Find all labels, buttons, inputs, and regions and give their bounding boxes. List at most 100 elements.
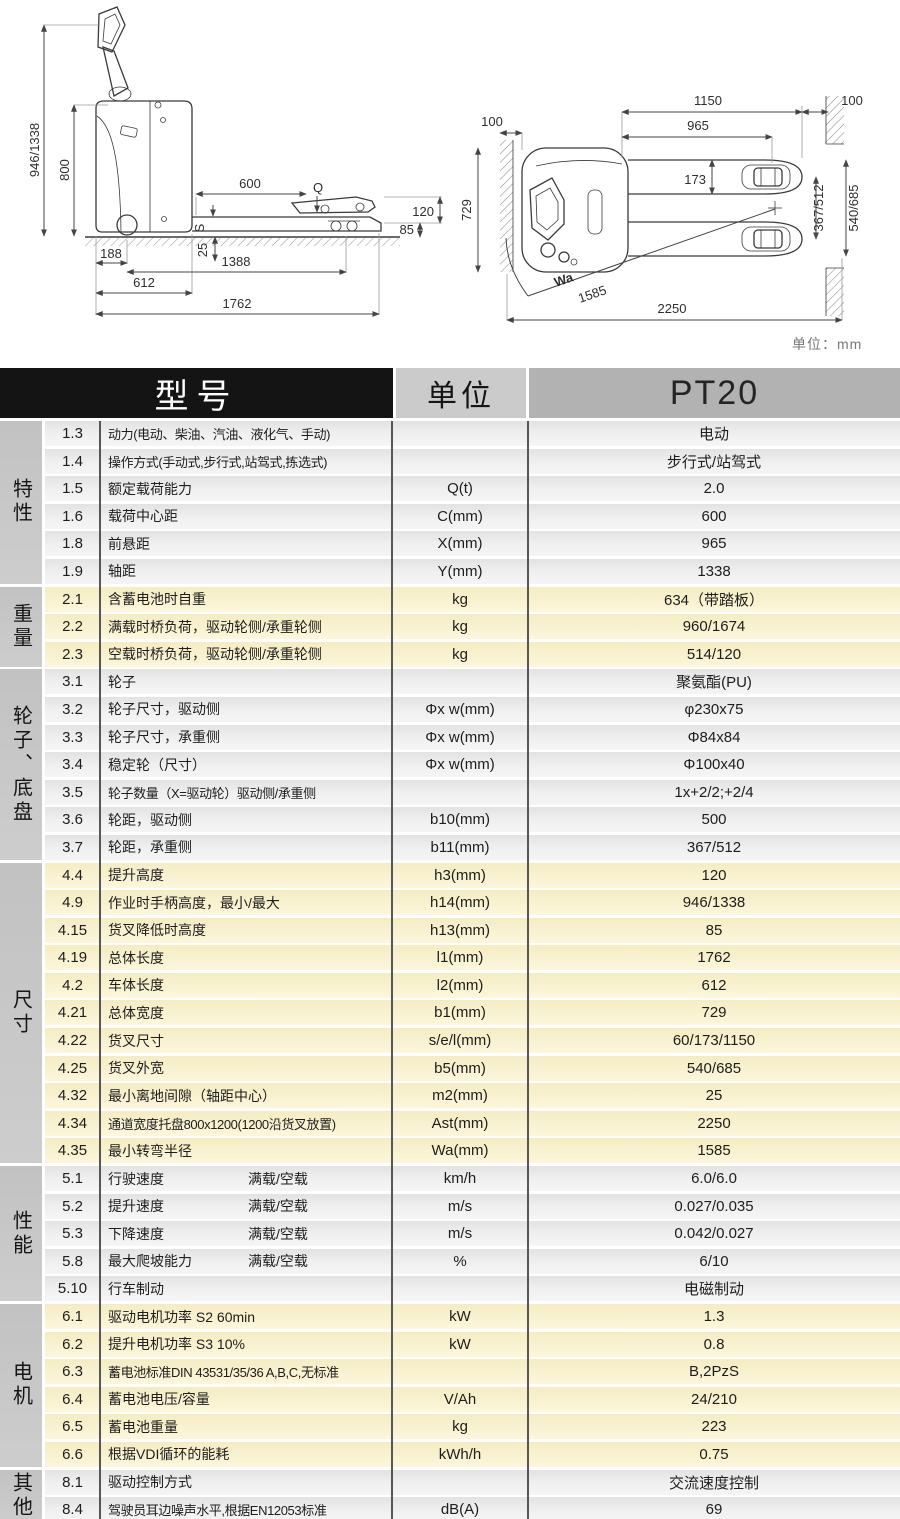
- row-value: 0.027/0.035: [528, 1193, 900, 1219]
- row-number: 3.7: [45, 834, 100, 860]
- row-unit: l1(mm): [392, 945, 528, 971]
- category-label-2: 重量: [0, 586, 45, 667]
- row-value: 1762: [528, 945, 900, 971]
- row-unit: b10(mm): [392, 807, 528, 833]
- row-value: 85: [528, 917, 900, 943]
- spec-table: 型号 单位 PT20 特性 1.3 动力(电动、柴油、汽油、液化气、手动) 电动 1.4…: [0, 368, 900, 1519]
- row-description: 提升电机功率 S3 10%: [100, 1331, 392, 1357]
- row-description: 轮子尺寸，承重侧: [100, 724, 392, 750]
- row-unit: m/s: [392, 1193, 528, 1219]
- row-unit: Φx w(mm): [392, 724, 528, 750]
- dim-load-q: Q: [313, 180, 323, 195]
- row-number: 5.1: [45, 1166, 100, 1192]
- unit-note: 单位：mm: [792, 336, 863, 352]
- row-number: 6.1: [45, 1304, 100, 1329]
- row-description: 车体长度: [100, 972, 392, 998]
- row-unit: dB(A): [392, 1497, 528, 1519]
- row-unit: b1(mm): [392, 1000, 528, 1026]
- row-unit: m/s: [392, 1221, 528, 1247]
- dim-turning-label: Wa: [552, 269, 576, 290]
- row-description: 总体宽度: [100, 1000, 392, 1026]
- dim-overall-handle-height: 946/1338: [27, 123, 42, 177]
- row-unit: Φx w(mm): [392, 696, 528, 722]
- dim-lowered-height: 85: [400, 222, 414, 237]
- column-separator: [527, 421, 529, 1519]
- dim-fork-width: 173: [684, 172, 706, 187]
- row-value: 634（带踏板）: [528, 586, 900, 612]
- row-value: Φ100x40: [528, 752, 900, 778]
- row-value: 6.0/6.0: [528, 1166, 900, 1192]
- row-value: 69: [528, 1497, 900, 1519]
- row-description: 操作方式(手动式,步行式,站驾式,拣选式): [100, 448, 392, 474]
- row-unit: [392, 779, 528, 805]
- row-number: 4.9: [45, 890, 100, 916]
- dim-track-width: 367/512: [811, 185, 826, 232]
- row-value: 25: [528, 1083, 900, 1109]
- row-value: 1338: [528, 558, 900, 584]
- dim-body-height: 800: [57, 159, 72, 181]
- row-description: 轮距，驱动侧: [100, 807, 392, 833]
- header-model: 型号: [0, 368, 393, 418]
- row-value: 聚氨酯(PU): [528, 669, 900, 695]
- row-unit: h14(mm): [392, 890, 528, 916]
- row-number: 3.3: [45, 724, 100, 750]
- row-number: 6.3: [45, 1359, 100, 1385]
- row-number: 3.4: [45, 752, 100, 778]
- row-number: 4.21: [45, 1000, 100, 1026]
- row-value: 1585: [528, 1138, 900, 1164]
- dim-fork-outer-width: 540/685: [846, 185, 861, 232]
- row-value: 步行式/站驾式: [528, 448, 900, 474]
- dim-turning-radius: 1585: [576, 282, 608, 306]
- row-description: 最小转弯半径: [100, 1138, 392, 1164]
- row-unit: m2(mm): [392, 1083, 528, 1109]
- dim-fork-length: 1150: [694, 93, 722, 108]
- row-description: 货叉尺寸: [100, 1028, 392, 1054]
- row-description: 空载时桥负荷，驱动轮侧/承重轮侧: [100, 641, 392, 667]
- technical-drawings: 946/1338 800 600 Q 120 85 S 25 188 1388 …: [0, 0, 900, 368]
- row-value: B,2PzS: [528, 1359, 900, 1385]
- row-unit: kW: [392, 1304, 528, 1329]
- dim-right-clearance: 100: [841, 93, 863, 108]
- row-description: 稳定轮（尺寸）: [100, 752, 392, 778]
- row-unit: kg: [392, 1414, 528, 1440]
- row-description: 货叉外宽: [100, 1055, 392, 1081]
- row-description: 含蓄电池时自重: [100, 586, 392, 612]
- row-description: 通道宽度托盘800x1200(1200沿货叉放置): [100, 1110, 392, 1136]
- row-number: 6.5: [45, 1414, 100, 1440]
- row-value: 0.8: [528, 1331, 900, 1357]
- row-number: 4.22: [45, 1028, 100, 1054]
- row-unit: km/h: [392, 1166, 528, 1192]
- row-number: 4.35: [45, 1138, 100, 1164]
- row-unit: kg: [392, 641, 528, 667]
- row-description: 轮子数量（X=驱动轮）驱动侧/承重侧: [100, 779, 392, 805]
- row-number: 8.4: [45, 1497, 100, 1519]
- row-value: 367/512: [528, 834, 900, 860]
- row-description: 提升高度: [100, 862, 392, 888]
- row-number: 2.2: [45, 614, 100, 640]
- row-unit: C(mm): [392, 503, 528, 529]
- row-value: φ230x75: [528, 696, 900, 722]
- row-unit: [392, 448, 528, 474]
- row-number: 2.1: [45, 586, 100, 612]
- row-description: 驱动电机功率 S2 60min: [100, 1304, 392, 1329]
- dim-load-center: 600: [239, 176, 261, 191]
- column-separator: [391, 421, 393, 1519]
- row-value: Φ84x84: [528, 724, 900, 750]
- row-value: 0.042/0.027: [528, 1221, 900, 1247]
- row-number: 3.1: [45, 669, 100, 695]
- row-unit: X(mm): [392, 531, 528, 557]
- row-unit: [392, 1276, 528, 1302]
- header-model-value: PT20: [529, 368, 900, 418]
- row-number: 4.34: [45, 1110, 100, 1136]
- row-number: 5.3: [45, 1221, 100, 1247]
- dim-aisle-width: 2250: [658, 301, 687, 316]
- row-value: 1x+2/2;+2/4: [528, 779, 900, 805]
- dim-ground-clearance: 25: [195, 243, 210, 257]
- row-number: 3.2: [45, 696, 100, 722]
- row-description: 前悬距: [100, 531, 392, 557]
- row-number: 4.25: [45, 1055, 100, 1081]
- dim-lift-height: 120: [412, 204, 434, 219]
- row-unit: V/Ah: [392, 1386, 528, 1412]
- row-description: 货叉降低时高度: [100, 917, 392, 943]
- row-value: 960/1674: [528, 614, 900, 640]
